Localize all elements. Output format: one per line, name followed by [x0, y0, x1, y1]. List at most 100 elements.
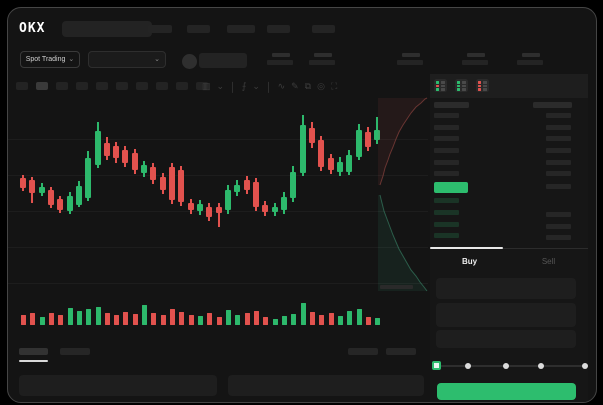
- candlestick: [178, 170, 184, 202]
- book-icon-dot: [478, 88, 481, 91]
- ask-price-placeholder[interactable]: [434, 148, 459, 153]
- volume-bar: [76, 311, 82, 325]
- nav-item[interactable]: [312, 25, 335, 33]
- order-input-field[interactable]: [436, 278, 576, 299]
- tab-sell[interactable]: Sell: [541, 256, 556, 266]
- timeframe-button[interactable]: [16, 82, 28, 90]
- candle-style-icon[interactable]: ▥: [202, 81, 211, 91]
- book-asks-icon[interactable]: [476, 79, 489, 92]
- slider-stop-dot[interactable]: [582, 363, 588, 369]
- timeframe-button[interactable]: [136, 82, 148, 90]
- timeframe-button[interactable]: [176, 82, 188, 90]
- slider-stop-dot[interactable]: [465, 363, 471, 369]
- volume-bar: [178, 312, 184, 325]
- candlestick: [122, 150, 128, 163]
- stat-label-placeholder: [522, 53, 540, 57]
- depth-chart: [378, 97, 428, 292]
- bid-price-placeholder[interactable]: [434, 233, 459, 238]
- ask-price-placeholder[interactable]: [434, 171, 459, 176]
- chevron-down-icon[interactable]: ⌄: [216, 81, 225, 91]
- draw-tool-icon[interactable]: ✎: [291, 81, 299, 91]
- volume-bar: [67, 308, 73, 325]
- compare-icon[interactable]: ⧉: [304, 81, 312, 91]
- nav-item[interactable]: [187, 25, 210, 33]
- bid-size-placeholder[interactable]: [546, 224, 571, 229]
- bottom-action-placeholder[interactable]: [348, 348, 378, 355]
- timeframe-button[interactable]: [96, 82, 108, 90]
- pair-selector-dropdown[interactable]: ⌄: [88, 51, 166, 68]
- slider-stop-dot[interactable]: [538, 363, 544, 369]
- candlestick: [104, 143, 110, 156]
- book-icon-dot: [436, 81, 439, 84]
- divider: │: [265, 81, 272, 92]
- fullscreen-icon[interactable]: ⛶: [330, 81, 338, 91]
- depth-asks-area: [378, 98, 427, 185]
- candlestick-chart[interactable]: [8, 8, 596, 402]
- chevron-down-icon[interactable]: ⌄: [252, 81, 260, 91]
- ask-size-placeholder[interactable]: [546, 136, 571, 141]
- trendline-icon[interactable]: ∿: [277, 81, 286, 91]
- book-icon-line: [482, 88, 487, 91]
- bottom-active-tab-indicator: [19, 360, 48, 362]
- ask-size-placeholder[interactable]: [546, 184, 571, 189]
- volume-bar: [253, 311, 259, 325]
- last-price-bar[interactable]: [434, 182, 468, 193]
- ask-size-placeholder[interactable]: [546, 148, 571, 153]
- bid-price-placeholder[interactable]: [434, 210, 459, 215]
- timeframe-button[interactable]: [116, 82, 128, 90]
- book-icon-line: [461, 88, 466, 91]
- candlestick: [141, 165, 147, 173]
- order-input-field[interactable]: [436, 303, 576, 327]
- ask-price-placeholder[interactable]: [434, 136, 459, 141]
- slider-stop-dot[interactable]: [503, 363, 509, 369]
- ask-price-placeholder[interactable]: [434, 160, 459, 165]
- candlestick: [29, 180, 35, 193]
- tab-buy[interactable]: Buy: [461, 256, 478, 266]
- orderbook-view-toggle-row: [430, 74, 588, 98]
- search-input[interactable]: [62, 21, 152, 37]
- book-bids-icon[interactable]: [455, 79, 468, 92]
- bottom-tab[interactable]: [60, 348, 90, 355]
- ask-price-placeholder[interactable]: [434, 125, 459, 130]
- bid-size-placeholder[interactable]: [546, 212, 571, 217]
- volume-bar: [150, 313, 156, 325]
- timeframe-button[interactable]: [156, 82, 168, 90]
- order-input-field[interactable]: [436, 330, 576, 348]
- timeframe-button[interactable]: [56, 82, 68, 90]
- candlestick: [272, 207, 278, 212]
- volume-bar: [104, 313, 110, 325]
- timeframe-button[interactable]: [36, 82, 48, 90]
- amount-slider[interactable]: [437, 365, 585, 367]
- timeframe-button[interactable]: [196, 82, 208, 90]
- book-both-icon[interactable]: [434, 79, 447, 92]
- chart-gridline: [8, 247, 428, 248]
- timeframe-button[interactable]: [76, 82, 88, 90]
- bid-price-placeholder[interactable]: [434, 222, 459, 227]
- bottom-action-placeholder[interactable]: [386, 348, 416, 355]
- volume-bar: [160, 315, 166, 325]
- token-icon: [182, 54, 197, 69]
- volume-bar: [169, 309, 175, 325]
- ask-size-placeholder[interactable]: [546, 171, 571, 176]
- bid-size-placeholder[interactable]: [546, 235, 571, 240]
- okx-logo: OKX: [19, 21, 46, 36]
- ask-size-placeholder[interactable]: [546, 125, 571, 130]
- chart-gridline: [8, 175, 428, 176]
- nav-item[interactable]: [148, 25, 172, 33]
- candlestick: [20, 178, 26, 188]
- ask-size-placeholder[interactable]: [546, 113, 571, 118]
- ask-price-placeholder[interactable]: [434, 113, 459, 118]
- amount-slider-handle[interactable]: [432, 361, 441, 370]
- market-type-dropdown[interactable]: Spot Trading ⌄: [20, 51, 80, 68]
- bottom-tab[interactable]: [19, 348, 48, 355]
- indicator-icon[interactable]: ⨍: [241, 81, 247, 91]
- ask-size-placeholder[interactable]: [546, 160, 571, 165]
- nav-item[interactable]: [227, 25, 255, 33]
- candlestick: [374, 130, 380, 140]
- camera-icon[interactable]: ◎: [317, 81, 325, 91]
- bid-price-placeholder[interactable]: [434, 198, 459, 203]
- nav-item[interactable]: [267, 25, 290, 33]
- volume-bar: [374, 318, 380, 325]
- buy-submit-button[interactable]: [437, 383, 576, 400]
- volume-bar: [365, 317, 371, 325]
